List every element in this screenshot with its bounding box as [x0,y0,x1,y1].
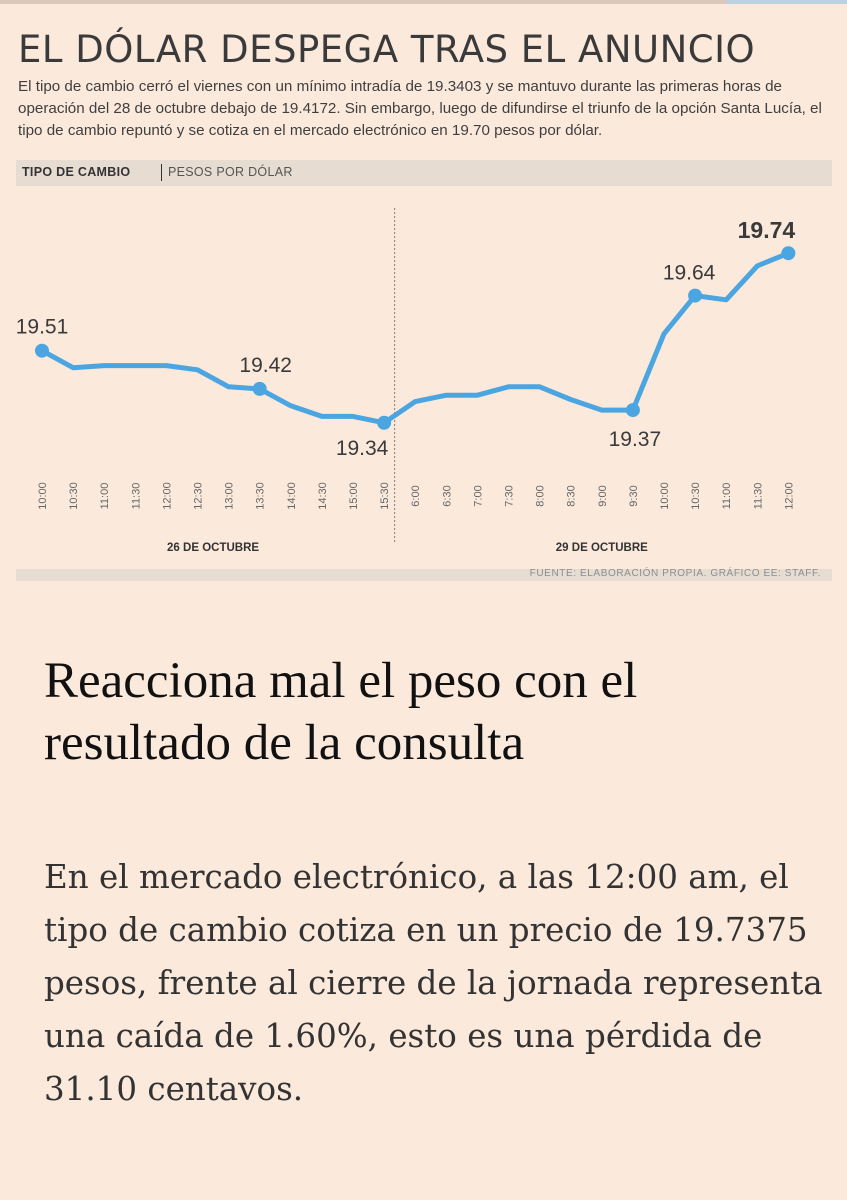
x-tick-label: 12:00 [161,482,173,510]
x-tick-label: 11:00 [721,483,733,510]
article-title: Reacciona mal el peso con el resultado d… [44,653,638,771]
data-point-marker [252,381,267,396]
data-label: 19.64 [663,262,716,285]
data-label: 19.51 [16,316,69,339]
x-tick-label: 12:00 [783,482,795,510]
chart-header-band: TIPO DE CAMBIO PESOS POR DÓLAR [16,160,832,186]
x-tick-label: 15:30 [379,482,391,510]
data-label: 19.74 [738,217,796,243]
x-group-label: 26 DE OCTUBRE [167,542,259,554]
x-tick-label: 10:30 [690,482,702,510]
data-point-marker [35,343,49,358]
x-tick-label: 11:30 [130,483,142,510]
data-point-marker [625,403,640,418]
x-tick-label: 6:30 [441,485,453,506]
x-tick-label: 6:00 [410,485,422,506]
x-tick-label: 10:00 [37,482,49,510]
x-tick-label: 13:00 [224,482,236,510]
top-rule [0,0,847,4]
chart-source: FUENTE: ELABORACIÓN PROPIA. GRÁFICO EE: … [529,568,821,579]
x-tick-label: 13:30 [255,482,267,510]
exchange-rate-chart: 19.51 19.42 19.34 19.37 19.64 19.74 10:00 10:3… [16,208,796,554]
article-body: En el mercado electrónico, a las 12:00 a… [44,858,823,1108]
data-point-marker [781,246,796,261]
x-tick-label: 7:30 [504,485,516,506]
x-tick-label: 9:00 [597,485,609,506]
data-label: 19.34 [336,437,389,460]
data-label: 19.42 [239,354,292,377]
x-tick-label: 10:00 [659,482,671,510]
chart-footer-band [16,569,832,581]
x-tick-label: 7:00 [472,485,484,506]
data-point-marker [688,288,703,303]
x-tick-label: 14:00 [286,482,298,510]
x-tick-label: 11:30 [752,483,764,510]
x-tick-label: 10:30 [68,482,80,510]
infographic-headline: EL DÓLAR DESPEGA TRAS EL ANUNCIO [18,28,756,71]
exchange-rate-line [39,250,791,426]
x-tick-label: 15:00 [348,482,360,510]
x-tick-label: 14:30 [317,482,329,510]
top-rule-accent [727,0,847,4]
chart-band-title: TIPO DE CAMBIO [22,165,131,179]
x-tick-label: 12:30 [193,482,205,510]
data-point-marker [377,415,392,430]
x-tick-label: 11:00 [99,483,111,510]
infographic-deck: El tipo de cambio cerró el viernes con u… [18,78,822,139]
x-tick-label: 8:30 [566,485,578,506]
x-tick-label: 9:30 [628,485,640,506]
data-label: 19.37 [609,428,662,451]
x-tick-label: 8:00 [535,485,547,506]
chart-band-unit: PESOS POR DÓLAR [168,165,293,179]
x-group-label: 29 DE OCTUBRE [556,542,648,554]
band-separator [161,164,162,181]
